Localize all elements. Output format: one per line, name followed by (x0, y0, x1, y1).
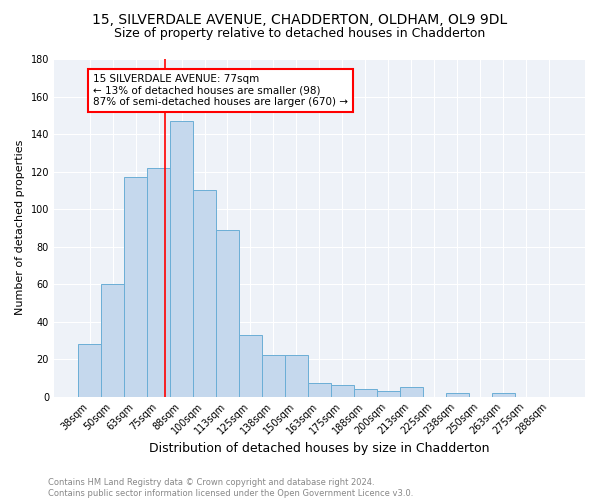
Bar (377, 391, 400, 396)
Bar (262, 356, 285, 397)
Bar (354, 389, 377, 396)
Bar (101, 284, 124, 397)
Bar (331, 386, 354, 396)
Bar (78, 344, 101, 397)
Text: 15, SILVERDALE AVENUE, CHADDERTON, OLDHAM, OL9 9DL: 15, SILVERDALE AVENUE, CHADDERTON, OLDHA… (92, 12, 508, 26)
Text: Size of property relative to detached houses in Chadderton: Size of property relative to detached ho… (115, 28, 485, 40)
Bar (285, 356, 308, 397)
Text: Contains HM Land Registry data © Crown copyright and database right 2024.
Contai: Contains HM Land Registry data © Crown c… (48, 478, 413, 498)
Bar (193, 190, 216, 396)
Bar (124, 177, 147, 396)
Bar (400, 387, 423, 396)
Y-axis label: Number of detached properties: Number of detached properties (15, 140, 25, 316)
Bar (239, 334, 262, 396)
X-axis label: Distribution of detached houses by size in Chadderton: Distribution of detached houses by size … (149, 442, 490, 455)
Bar (492, 393, 515, 396)
Bar (170, 121, 193, 396)
Bar (308, 384, 331, 396)
Bar (147, 168, 170, 396)
Text: 15 SILVERDALE AVENUE: 77sqm
← 13% of detached houses are smaller (98)
87% of sem: 15 SILVERDALE AVENUE: 77sqm ← 13% of det… (93, 74, 348, 107)
Bar (216, 230, 239, 396)
Bar (446, 393, 469, 396)
